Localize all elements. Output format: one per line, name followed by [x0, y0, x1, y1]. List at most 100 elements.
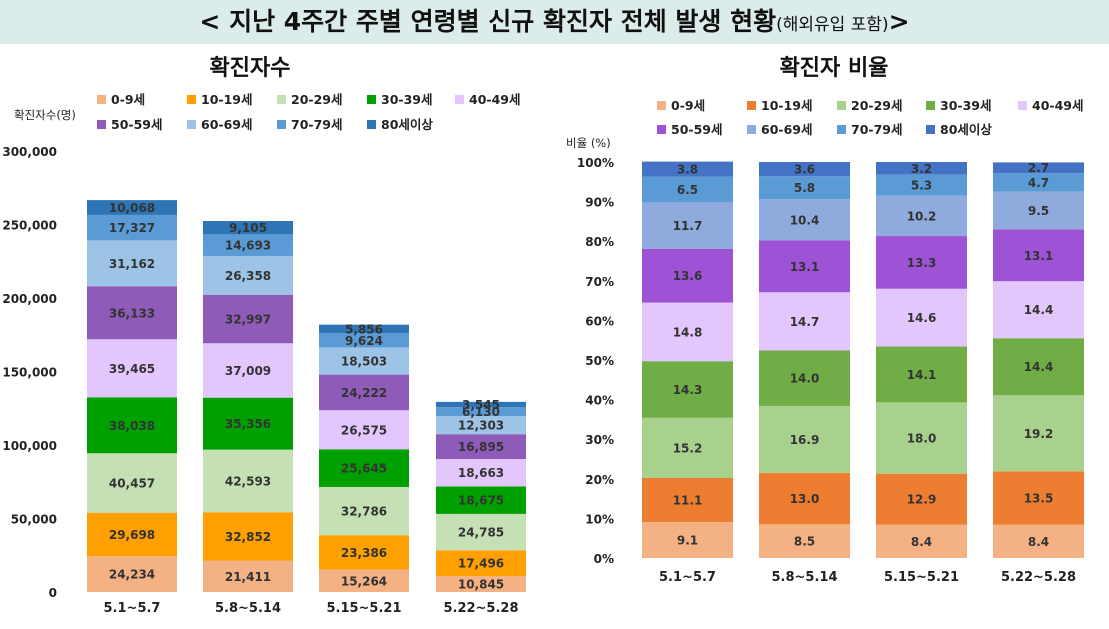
data-label-ratio-1-7: 5.8	[794, 181, 815, 195]
bar-segment-count-0-1	[87, 512, 177, 557]
data-label-count-1-7: 14,693	[225, 239, 271, 253]
data-label-ratio-3-0: 8.4	[1028, 535, 1049, 549]
data-label-ratio-1-1: 13.0	[790, 492, 820, 506]
data-label-count-2-2: 32,786	[341, 505, 387, 519]
bar-segment-count-1-5	[203, 294, 293, 344]
data-label-count-3-3: 18,675	[458, 494, 504, 508]
legend-swatch-ratio-6	[747, 125, 756, 134]
data-label-count-1-0: 21,411	[225, 570, 271, 584]
legend-label-count-4: 40-49세	[469, 92, 520, 107]
bar-segment-count-1-0	[203, 560, 293, 592]
data-label-ratio-3-6: 9.5	[1028, 204, 1049, 218]
y-tick-label-ratio-10: 100%	[577, 156, 614, 170]
bar-segment-count-3-2	[436, 513, 526, 551]
bar-segment-ratio-1-3	[759, 350, 850, 406]
page-title: < 지난 4주간 주별 연령별 신규 확진자 전체 발생 현황(해외유입 포함)…	[0, 0, 1109, 44]
data-label-count-1-1: 32,852	[225, 530, 271, 544]
data-label-ratio-3-2: 19.2	[1024, 427, 1054, 441]
data-label-ratio-3-4: 14.4	[1024, 303, 1054, 317]
bar-segment-count-3-3	[436, 486, 526, 514]
bar-segment-ratio-0-5	[642, 248, 733, 303]
legend-swatch-ratio-0	[657, 101, 666, 110]
legend-swatch-count-3	[367, 95, 376, 104]
legend-swatch-ratio-1	[747, 101, 756, 110]
data-label-count-3-5: 16,895	[458, 440, 504, 454]
chart-title-ratio: 확진자 비율	[780, 56, 889, 81]
bar-segment-ratio-1-5	[759, 240, 850, 293]
y-tick-label-ratio-3: 30%	[585, 433, 614, 447]
bar-segment-ratio-2-8	[876, 162, 967, 175]
data-label-count-2-6: 18,503	[341, 355, 387, 369]
bar-segment-ratio-0-7	[642, 176, 733, 203]
legend-label-count-0: 0-9세	[111, 92, 145, 107]
bar-segment-count-2-7	[319, 333, 409, 348]
legend-label-count-8: 80세이상	[381, 117, 433, 132]
bar-segment-count-0-6	[87, 240, 177, 287]
data-label-count-0-1: 29,698	[109, 528, 155, 542]
x-tick-label-count-0: 5.1~5.7	[104, 601, 161, 616]
y-axis-label-ratio: 비율 (%)	[566, 136, 611, 150]
page-title-main: < 지난 4주간 주별 연령별 신규 확진자 전체 발생 현황	[199, 7, 777, 36]
data-label-ratio-1-4: 14.7	[790, 315, 820, 329]
data-label-ratio-2-1: 12.9	[907, 493, 937, 507]
bar-segment-count-2-0	[319, 569, 409, 592]
bar-segment-ratio-3-6	[993, 191, 1084, 230]
bar-segment-ratio-1-8	[759, 162, 850, 177]
legend-swatch-count-0	[97, 95, 106, 104]
y-tick-label-count-6: 300,000	[2, 145, 57, 159]
x-tick-label-count-2: 5.15~5.21	[326, 601, 401, 616]
y-tick-label-count-2: 100,000	[2, 439, 57, 453]
y-tick-label-ratio-2: 20%	[585, 473, 614, 487]
data-label-ratio-3-8: 2.7	[1028, 161, 1049, 175]
data-label-count-2-0: 15,264	[341, 574, 387, 588]
data-label-count-0-2: 40,457	[109, 476, 155, 490]
legend-swatch-count-2	[277, 95, 286, 104]
data-label-ratio-3-1: 13.5	[1024, 492, 1054, 506]
bar-segment-count-3-8	[436, 401, 526, 408]
y-tick-label-count-4: 200,000	[2, 292, 57, 306]
data-label-ratio-0-8: 3.8	[677, 163, 698, 177]
bar-segment-count-2-4	[319, 410, 409, 450]
legend-swatch-ratio-7	[837, 125, 846, 134]
bar-segment-count-2-8	[319, 324, 409, 334]
y-tick-label-count-3: 150,000	[2, 366, 57, 380]
data-label-ratio-2-2: 18.0	[907, 432, 937, 446]
legend-swatch-ratio-5	[657, 125, 666, 134]
legend-swatch-ratio-2	[837, 101, 846, 110]
legend-label-count-3: 30-39세	[381, 92, 432, 107]
data-label-count-0-5: 36,133	[109, 306, 155, 320]
y-axis-label-count: 확진자수(명)	[14, 108, 76, 122]
bar-segment-ratio-3-1	[993, 471, 1084, 525]
data-label-count-2-4: 26,575	[341, 423, 387, 437]
bar-segment-count-1-4	[203, 343, 293, 398]
x-tick-label-ratio-1: 5.8~5.14	[772, 570, 838, 585]
x-tick-label-count-1: 5.8~5.14	[215, 601, 281, 616]
data-label-ratio-2-7: 5.3	[911, 179, 932, 193]
bar-segment-ratio-2-7	[876, 174, 967, 196]
data-label-count-2-7: 9,624	[345, 334, 383, 348]
data-label-ratio-2-0: 8.4	[911, 535, 932, 549]
data-label-count-3-7: 6,130	[462, 405, 500, 419]
data-label-ratio-1-8: 3.6	[794, 163, 815, 177]
bar-segment-count-1-1	[203, 512, 293, 561]
data-label-ratio-1-0: 8.5	[794, 535, 815, 549]
bar-segment-count-3-5	[436, 434, 526, 460]
bar-segment-ratio-3-7	[993, 173, 1084, 192]
bar-segment-count-1-6	[203, 255, 293, 295]
legend-swatch-count-7	[277, 120, 286, 129]
bar-segment-count-2-6	[319, 347, 409, 375]
bar-segment-count-2-1	[319, 535, 409, 570]
y-tick-label-ratio-9: 90%	[585, 196, 614, 210]
data-label-count-2-1: 23,386	[341, 546, 387, 560]
data-label-ratio-2-3: 14.1	[907, 368, 937, 382]
y-tick-label-count-5: 250,000	[2, 219, 57, 233]
bar-segment-count-1-8	[203, 221, 293, 235]
legend-swatch-count-1	[187, 95, 196, 104]
data-label-ratio-2-6: 10.2	[907, 209, 937, 223]
bar-segment-ratio-3-3	[993, 338, 1084, 396]
legend-label-count-2: 20-29세	[291, 92, 342, 107]
y-tick-label-ratio-7: 70%	[585, 275, 614, 289]
data-label-ratio-2-4: 14.6	[907, 311, 937, 325]
data-label-ratio-0-2: 15.2	[673, 441, 703, 455]
